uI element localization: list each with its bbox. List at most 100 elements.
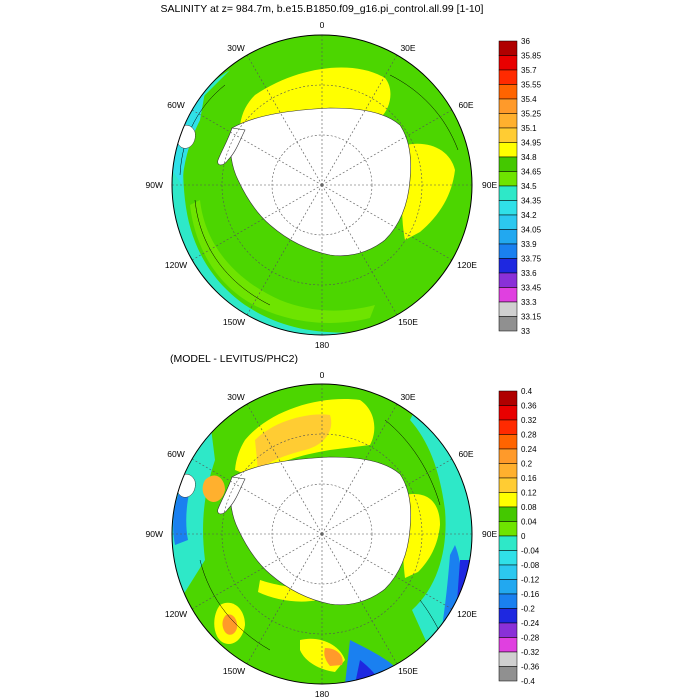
map1-colorbar-swatch <box>498 272 518 288</box>
map1-colorbar-label: 34.35 <box>521 197 542 206</box>
map2-lon-90w: 90W <box>146 529 163 539</box>
map2-colorbar-label: 0 <box>521 532 526 541</box>
map2-colorbar-swatch <box>498 550 518 566</box>
map2-colorbar-label: 0.4 <box>521 387 533 396</box>
map1-colorbar-label: 35.1 <box>521 124 537 133</box>
map2-colorbar-swatch <box>498 535 518 551</box>
map1-antarctica <box>230 107 411 257</box>
map1-colorbar-label: 35.4 <box>521 95 537 104</box>
map2-colorbar-label: -0.24 <box>521 619 540 628</box>
map2-colorbar-swatch <box>498 448 518 464</box>
map1-colorbar-swatch <box>498 200 518 216</box>
map1-colorbar-label: 34.65 <box>521 168 542 177</box>
map2-colorbar-swatch <box>498 405 518 421</box>
map1-lon-150e: 150E <box>398 317 418 327</box>
map2-colorbar-label: -0.2 <box>521 605 535 614</box>
map1-lon-30e: 30E <box>400 43 415 53</box>
map1-colorbar-label: 34.2 <box>521 211 537 220</box>
map1-colorbar-label: 33.45 <box>521 284 542 293</box>
map1-longitude-labels: 0 30E 60E 90E 120E 150E 180 150W 120W 90… <box>146 20 498 350</box>
map2-lon-150e: 150E <box>398 666 418 676</box>
map1-colorbar-swatch <box>498 40 518 56</box>
map1-lon-180: 180 <box>315 340 329 350</box>
map2-colorbar-label: -0.04 <box>521 547 540 556</box>
map2-colorbar-swatch <box>498 419 518 435</box>
map1-colorbar-label: 34.95 <box>521 139 542 148</box>
map1-colorbar-swatch <box>498 287 518 303</box>
map2-colorbar-swatch <box>498 564 518 580</box>
map1-colorbar-swatch <box>498 316 518 332</box>
map1-colorbar-label: 33.15 <box>521 313 542 322</box>
map2-colorbar-label: 0.2 <box>521 460 533 469</box>
map2-colorbar-label: -0.08 <box>521 561 540 570</box>
map1-colorbar-label: 36 <box>521 37 530 46</box>
map1-colorbar-swatch <box>498 258 518 274</box>
map1-lon-150w: 150W <box>223 317 245 327</box>
map2-colorbar-swatch <box>498 506 518 522</box>
map1-lon-30w: 30W <box>227 43 244 53</box>
map2-lon-30w: 30W <box>227 392 244 402</box>
map1-colorbar-swatch <box>498 98 518 114</box>
map2-colorbar-label: 0.16 <box>521 474 537 483</box>
map1-colorbar-swatch <box>498 214 518 230</box>
map2-border <box>171 383 473 685</box>
map2-lon-60e: 60E <box>458 449 473 459</box>
map2-colorbar: 0.4 0.36 0.32 0.28 0.24 0.2 0.16 0.12 0.08 0.04 0 -… <box>498 387 540 686</box>
map2-lon-90e: 90E <box>482 529 497 539</box>
map1-colorbar-label: 35.25 <box>521 110 542 119</box>
map2-longitude-labels: 0 30E 60E 90E 120E 150E 180 150W 120W 90… <box>146 370 498 699</box>
map1-colorbar: 36 35.85 35.7 35.55 35.4 35.25 35.1 34.95 34.8 34… <box>498 37 542 336</box>
map1-colorbar-swatch <box>498 171 518 187</box>
map2-lon-30e: 30E <box>400 392 415 402</box>
map2-lon-120e: 120E <box>457 609 477 619</box>
map2-lon-180: 180 <box>315 689 329 699</box>
map2-colorbar-swatch <box>498 390 518 406</box>
map1-colorbar-label: 35.7 <box>521 66 537 75</box>
map1-colorbar-label: 33.6 <box>521 269 537 278</box>
map2-colorbar-swatch <box>498 492 518 508</box>
map1-colorbar-swatch <box>498 243 518 259</box>
map1-colorbar-label: 34.05 <box>521 226 542 235</box>
map1-colorbar-label: 35.55 <box>521 81 542 90</box>
map2-colorbar-swatch <box>498 477 518 493</box>
map2-colorbar-label: 0.08 <box>521 503 537 512</box>
map1-lon-120w: 120W <box>165 260 187 270</box>
map1-colorbar-swatch <box>498 301 518 317</box>
map2-colorbar-label: -0.32 <box>521 648 540 657</box>
map1-lon-90e: 90E <box>482 180 497 190</box>
map2-colorbar-label: -0.4 <box>521 677 535 686</box>
map2-lon-0: 0 <box>320 370 325 380</box>
map2-colorbar-label: -0.16 <box>521 590 540 599</box>
map1-graticule <box>172 35 472 335</box>
map2-colorbar-swatch <box>498 579 518 595</box>
map1-lon-60w: 60W <box>167 100 184 110</box>
map2-graticule <box>172 384 472 684</box>
map1-lon-120e: 120E <box>457 260 477 270</box>
map1-lon-90w: 90W <box>146 180 163 190</box>
map1-colorbar-swatch <box>498 55 518 71</box>
map2-colorbar-label: 0.04 <box>521 518 537 527</box>
map1-colorbar-label: 33 <box>521 327 530 336</box>
map1-colorbar-swatch <box>498 156 518 172</box>
map2-colorbar-label: -0.36 <box>521 663 540 672</box>
map2-colorbar-swatch <box>498 608 518 624</box>
map2-colorbar-swatch <box>498 622 518 638</box>
map1-colorbar-swatch <box>498 69 518 85</box>
map2-colorbar-label: 0.24 <box>521 445 537 454</box>
map2-colorbar-swatch <box>498 666 518 682</box>
map2-colorbar-swatch <box>498 651 518 667</box>
map2-title: (MODEL - LEVITUS/PHC2) <box>170 353 298 365</box>
map2-colorbar-label: -0.28 <box>521 634 540 643</box>
map1-title: SALINITY at z= 984.7m, b.e15.B1850.f09_g… <box>161 3 484 15</box>
map2-colorbar-swatch <box>498 637 518 653</box>
map1-colorbar-swatch <box>498 142 518 158</box>
map1-lon-60e: 60E <box>458 100 473 110</box>
map2-antarctica <box>230 456 411 606</box>
map2-colorbar-label: 0.36 <box>521 402 537 411</box>
map1-colorbar-swatch <box>498 113 518 129</box>
map2-colorbar-swatch <box>498 434 518 450</box>
map1-colorbar-swatch <box>498 127 518 143</box>
map2-colorbar-label: -0.12 <box>521 576 540 585</box>
map1-colorbar-label: 33.9 <box>521 240 537 249</box>
